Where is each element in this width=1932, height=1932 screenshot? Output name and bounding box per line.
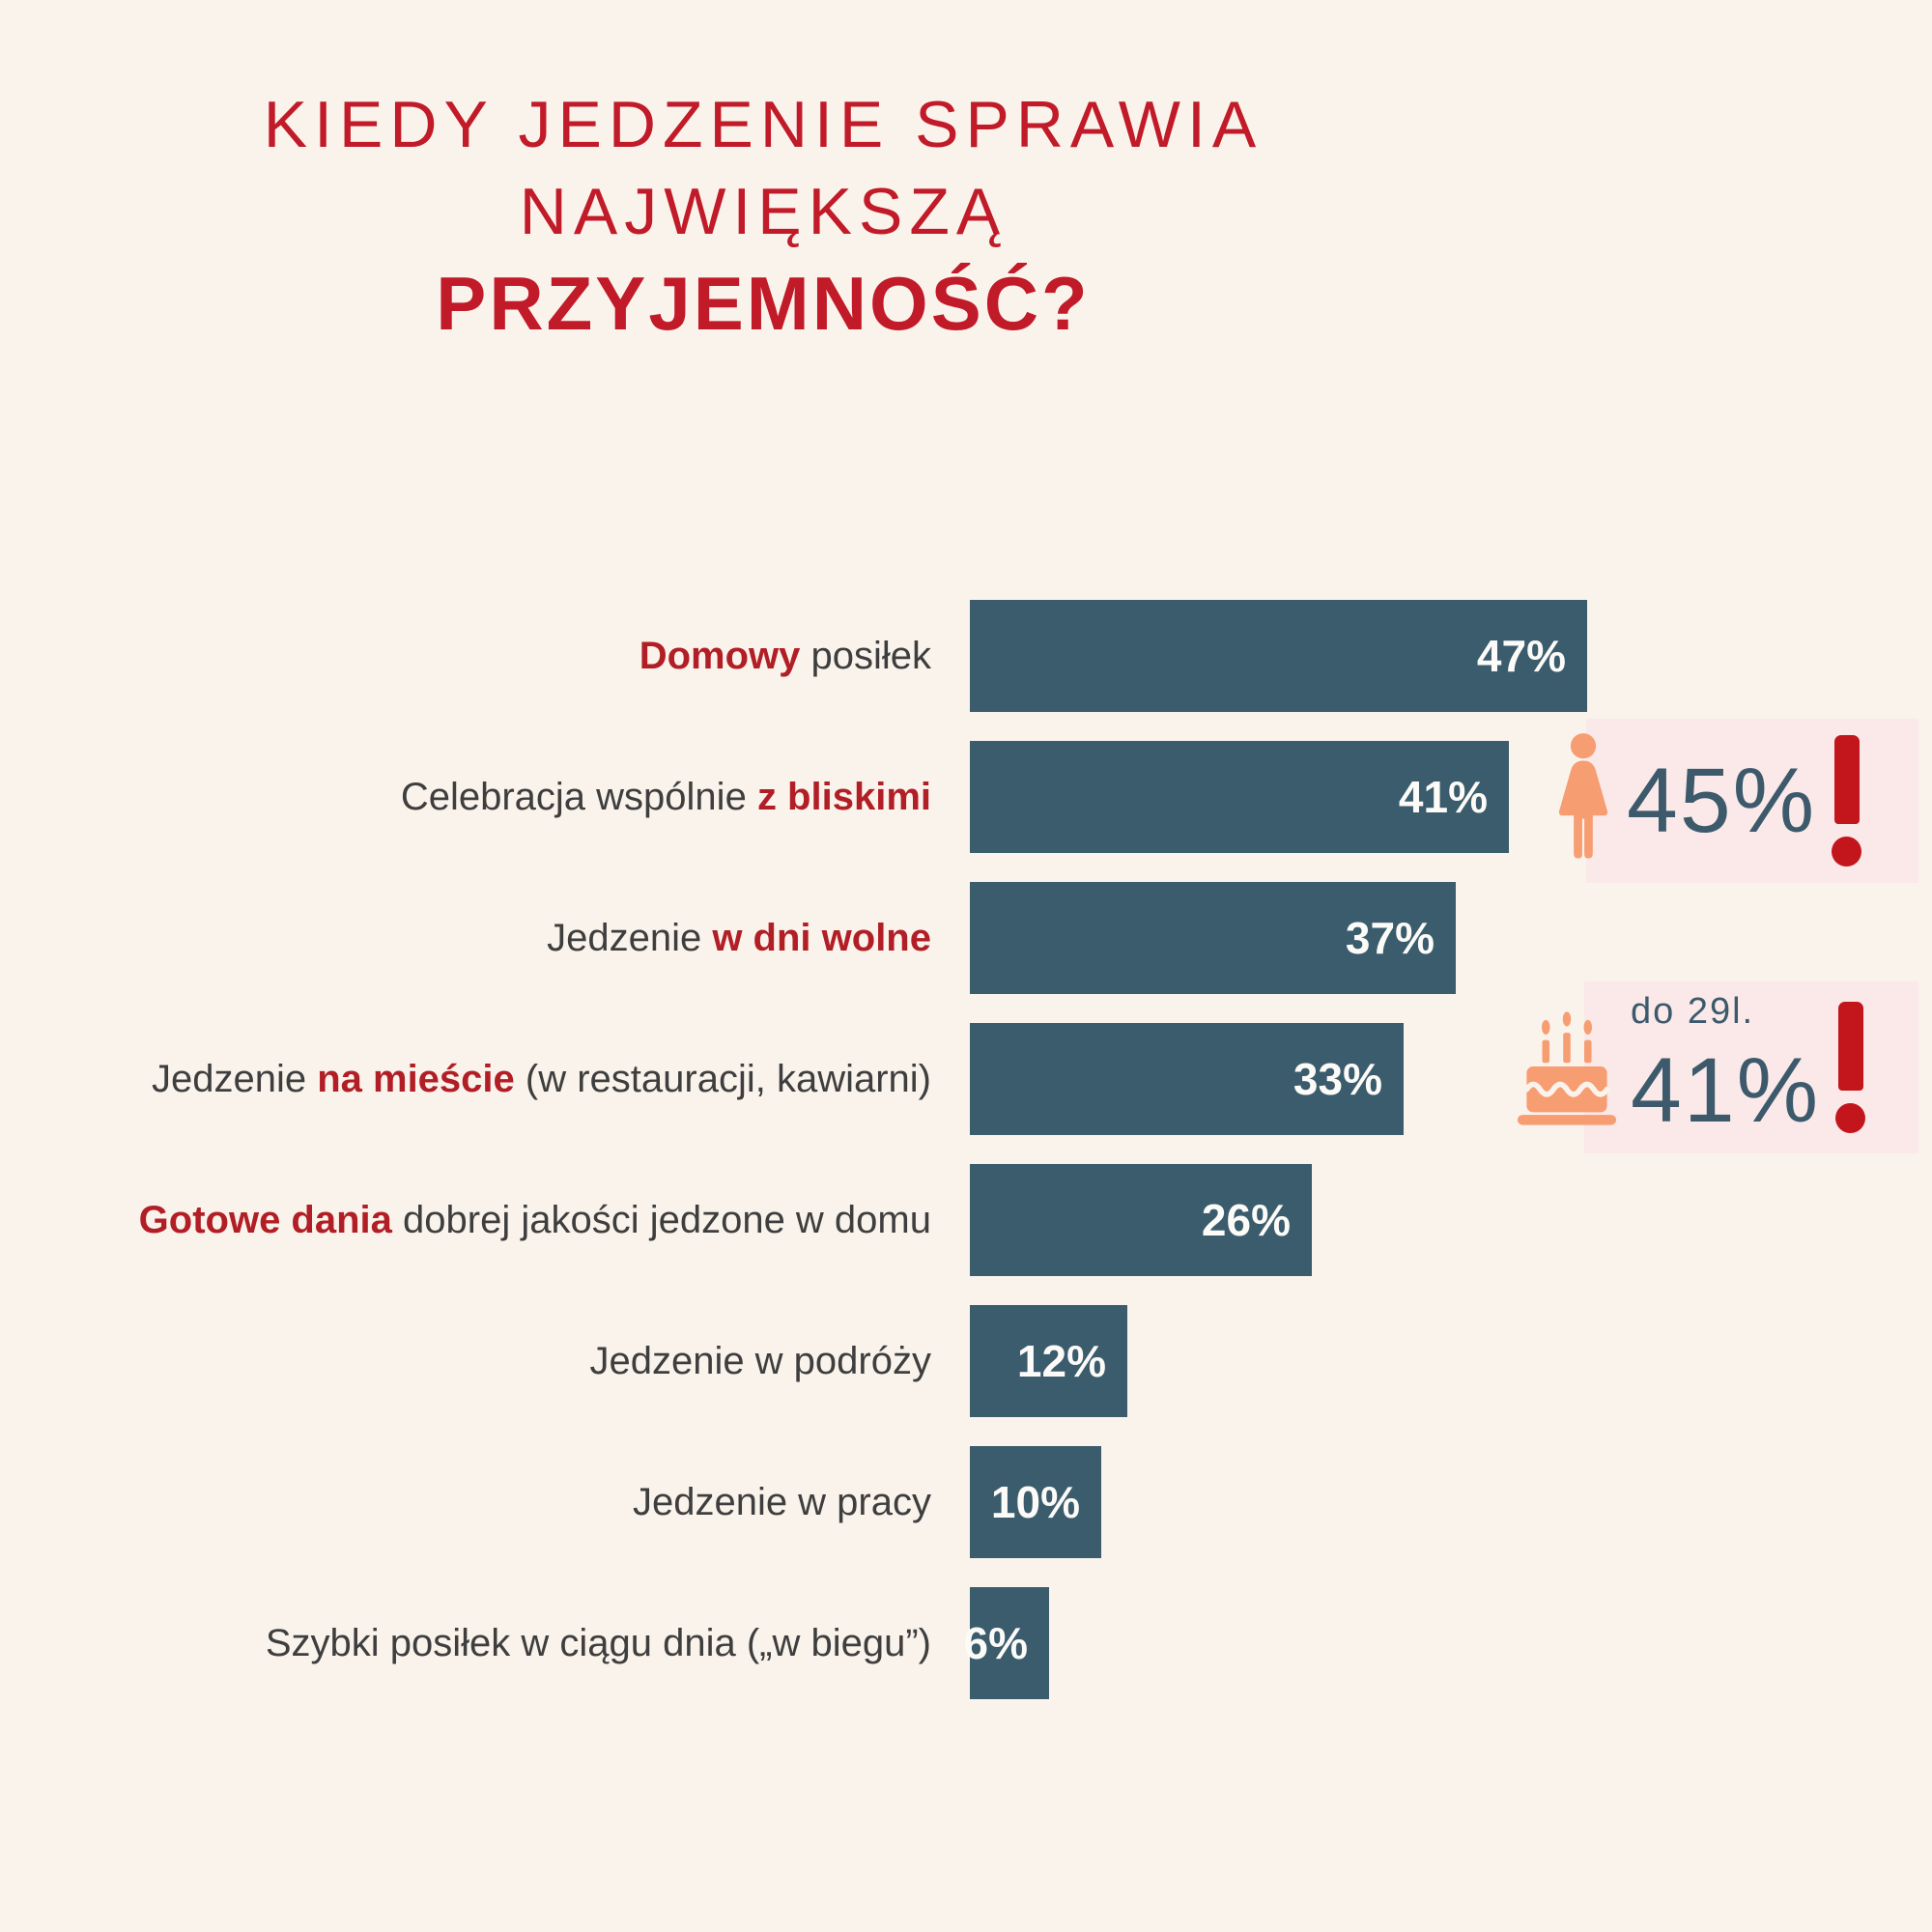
row-label-text: Jedzenie <box>547 916 713 959</box>
callout-women-content: 45% <box>1627 735 1862 867</box>
title-line-1: KIEDY JEDZENIE SPRAWIA <box>263 88 1264 161</box>
exclamation-mark-icon <box>1832 735 1862 867</box>
woman-icon <box>1551 732 1615 869</box>
row-label-text: Jedzenie <box>151 1057 318 1100</box>
bar: 12% <box>970 1305 1127 1417</box>
row-label-text: Szybki posiłek w ciągu dnia („w biegu”) <box>265 1621 931 1664</box>
callout-age-content: do 29l. 41% <box>1631 991 1866 1144</box>
callout-age-caption: do 29l. <box>1631 991 1755 1032</box>
row-label: Szybki posiłek w ciągu dnia („w biegu”) <box>0 1622 951 1665</box>
row-label-text: Jedzenie w podróży <box>589 1339 931 1382</box>
chart-row: Szybki posiłek w ciągu dnia („w biegu”) 6… <box>0 1573 1932 1714</box>
bar: 47% <box>970 600 1587 712</box>
chart-row: Celebracja wspólnie z bliskimi 41% <box>0 726 1932 867</box>
bar-value: 12% <box>1016 1336 1106 1386</box>
row-label: Domowy posiłek <box>0 635 951 678</box>
bar-value: 10% <box>990 1477 1080 1527</box>
row-label-text: (w restauracji, kawiarni) <box>514 1057 931 1100</box>
exclamation-dot <box>1835 1103 1866 1133</box>
chart-row: Jedzenie na mieście (w restauracji, kawi… <box>0 1009 1932 1150</box>
bar: 10% <box>970 1446 1101 1558</box>
row-label: Jedzenie w pracy <box>0 1481 951 1524</box>
exclamation-bar <box>1833 735 1860 824</box>
title-line-2: NAJWIĘKSZĄ <box>519 175 1008 248</box>
chart-rows: Domowy posiłek 47% Celebracja wspólnie z b… <box>0 585 1932 1714</box>
bar: 41% <box>970 741 1509 853</box>
row-label: Gotowe dania dobrej jakości jedzone w do… <box>0 1199 951 1242</box>
callout-women-value: 45% <box>1627 749 1817 852</box>
bar-value: 41% <box>1398 772 1488 822</box>
row-label-emphasis: z bliskimi <box>756 775 931 818</box>
callout-age: do 29l. 41% <box>1517 981 1918 1153</box>
bar-value: 26% <box>1201 1195 1291 1245</box>
bar-value: 6% <box>963 1618 1028 1668</box>
chart-row: Jedzenie w dni wolne 37% <box>0 867 1932 1009</box>
bar: 37% <box>970 882 1456 994</box>
title-line-3: PRZYJEMNOŚĆ? <box>436 261 1091 346</box>
chart-row: Gotowe dania dobrej jakości jedzone w do… <box>0 1150 1932 1291</box>
row-label-emphasis: na mieście <box>317 1057 515 1100</box>
birthday-cake-icon <box>1517 1003 1617 1132</box>
bar: 6% <box>964 1587 1049 1699</box>
bar-value: 37% <box>1345 913 1435 963</box>
exclamation-dot <box>1832 837 1862 867</box>
row-label: Celebracja wspólnie z bliskimi <box>0 776 951 819</box>
row-label-text: Jedzenie w pracy <box>632 1480 931 1523</box>
exclamation-bar <box>1837 1002 1863 1091</box>
bar: 33% <box>970 1023 1404 1135</box>
callout-women: 45% <box>1558 719 1918 883</box>
exclamation-mark-icon <box>1835 1002 1866 1133</box>
row-label: Jedzenie w dni wolne <box>0 917 951 960</box>
row-label-emphasis: Domowy <box>639 634 801 677</box>
row-label-text: posiłek <box>800 634 931 677</box>
chart-row: Domowy posiłek 47% <box>0 585 1932 726</box>
chart-row: Jedzenie w pracy 10% <box>0 1432 1932 1573</box>
bar-value: 47% <box>1476 631 1566 681</box>
bar-value: 33% <box>1293 1054 1382 1104</box>
row-label-emphasis: w dni wolne <box>712 916 931 959</box>
callout-age-value: 41% <box>1631 1039 1821 1142</box>
callout-age-text: do 29l. 41% <box>1631 991 1820 1144</box>
page-title: KIEDY JEDZENIE SPRAWIA NAJWIĘKSZĄ PRZYJE… <box>0 81 1526 352</box>
row-label: Jedzenie w podróży <box>0 1340 951 1383</box>
row-label-text: dobrej jakości jedzone w domu <box>391 1198 931 1241</box>
row-label-text: Celebracja wspólnie <box>400 775 757 818</box>
chart-row: Jedzenie w podróży 12% <box>0 1291 1932 1432</box>
bar: 26% <box>970 1164 1312 1276</box>
row-label-emphasis: Gotowe dania <box>138 1198 392 1241</box>
row-label: Jedzenie na mieście (w restauracji, kawi… <box>0 1058 951 1101</box>
